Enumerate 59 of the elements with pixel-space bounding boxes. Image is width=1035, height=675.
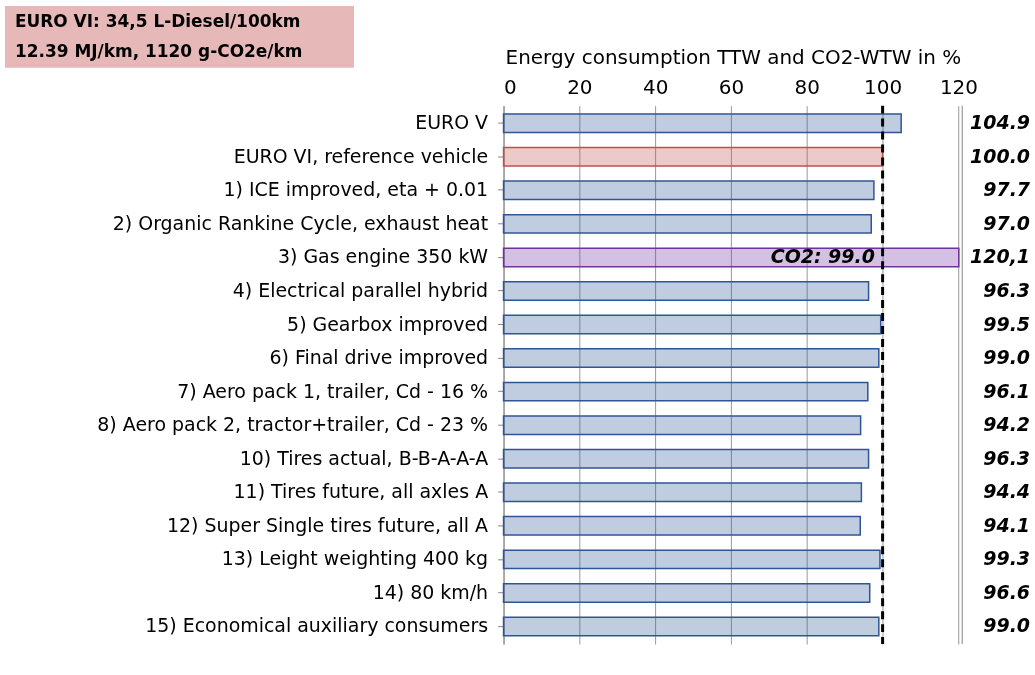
y-tick-label: 15) Economical auxiliary consumers — [145, 614, 489, 637]
text: 12.39 MJ/km, 1120 g-CO2e/km — [14, 40, 303, 61]
x-tick-label: 0 — [504, 75, 517, 100]
y-tick-label: 11) Tires future, all axles A — [233, 480, 489, 503]
x-tick-label: 120 — [939, 75, 978, 100]
bar — [502, 616, 880, 637]
data-label: 99.0 — [983, 346, 1031, 369]
x-tick-label: 100 — [864, 75, 903, 100]
data-label: 94.1 — [983, 513, 1031, 536]
bar — [502, 348, 880, 369]
bar — [502, 381, 869, 402]
y-tick-label: 12) Super Single tires future, all A — [166, 513, 489, 536]
bar — [502, 515, 861, 536]
bar — [502, 415, 862, 436]
annotation: CO2: 99.0 — [770, 245, 875, 268]
data-label: 99.3 — [983, 547, 1031, 570]
y-tick-label: 14) 80 km/h — [372, 580, 489, 603]
data-label: 104.9 — [970, 111, 1031, 134]
bar — [502, 582, 871, 603]
y-tick-label: EURO VI, reference vehicle — [233, 144, 489, 167]
data-label: 120,1 — [970, 245, 1031, 268]
data-label: 94.2 — [983, 413, 1031, 436]
y-tick-label: 2) Organic Rankine Cycle, exhaust heat — [112, 211, 489, 234]
y-tick-label: 5) Gearbox improved — [287, 312, 489, 335]
bar — [502, 146, 884, 167]
x-tick-label: 80 — [794, 75, 820, 100]
x-tick-label: 60 — [718, 75, 745, 100]
y-tick-label: 7) Aero pack 1, trailer, Cd - 16 % — [177, 379, 489, 402]
bar — [502, 281, 870, 301]
x-tick-label: 20 — [567, 75, 593, 100]
bar — [502, 482, 863, 503]
y-tick-label: 3) Gas engine 350 kW — [277, 245, 489, 268]
bar — [502, 448, 870, 469]
data-label: 96.3 — [983, 446, 1031, 469]
y-tick-label: 13) Leight weighting 400 kg — [221, 547, 489, 570]
data-label: 96.3 — [983, 278, 1031, 301]
bar — [502, 180, 875, 201]
data-label: 99.5 — [983, 312, 1031, 335]
x-axis-title: Energy consumption TTW and CO2-WTW in % — [505, 45, 962, 70]
text: EURO VI: 34,5 L-Diesel/100km — [14, 10, 301, 31]
data-label: 96.6 — [983, 580, 1031, 603]
y-tick-label: 10) Tires actual, B-B-A-A-A — [239, 446, 489, 469]
y-tick-label: 6) Final drive improved — [269, 346, 489, 369]
bar — [502, 314, 882, 335]
bar — [502, 113, 902, 134]
bar — [502, 247, 960, 268]
bar — [502, 213, 872, 234]
y-tick-label: 4) Electrical parallel hybrid — [232, 278, 489, 301]
data-label: 100.0 — [970, 144, 1031, 167]
y-tick-label: EURO V — [415, 111, 489, 134]
data-label: 94.4 — [983, 480, 1031, 503]
y-tick-label: 1) ICE improved, eta + 0.01 — [223, 178, 489, 201]
data-label: 96.1 — [983, 379, 1031, 402]
x-tick-label: 40 — [642, 75, 669, 100]
data-label: 97.7 — [983, 178, 1031, 201]
y-tick-label: 8) Aero pack 2, tractor+trailer, Cd - 23 % — [97, 413, 489, 436]
bar — [502, 549, 881, 570]
data-label: 97.0 — [983, 211, 1031, 234]
data-label: 99.0 — [983, 614, 1031, 637]
